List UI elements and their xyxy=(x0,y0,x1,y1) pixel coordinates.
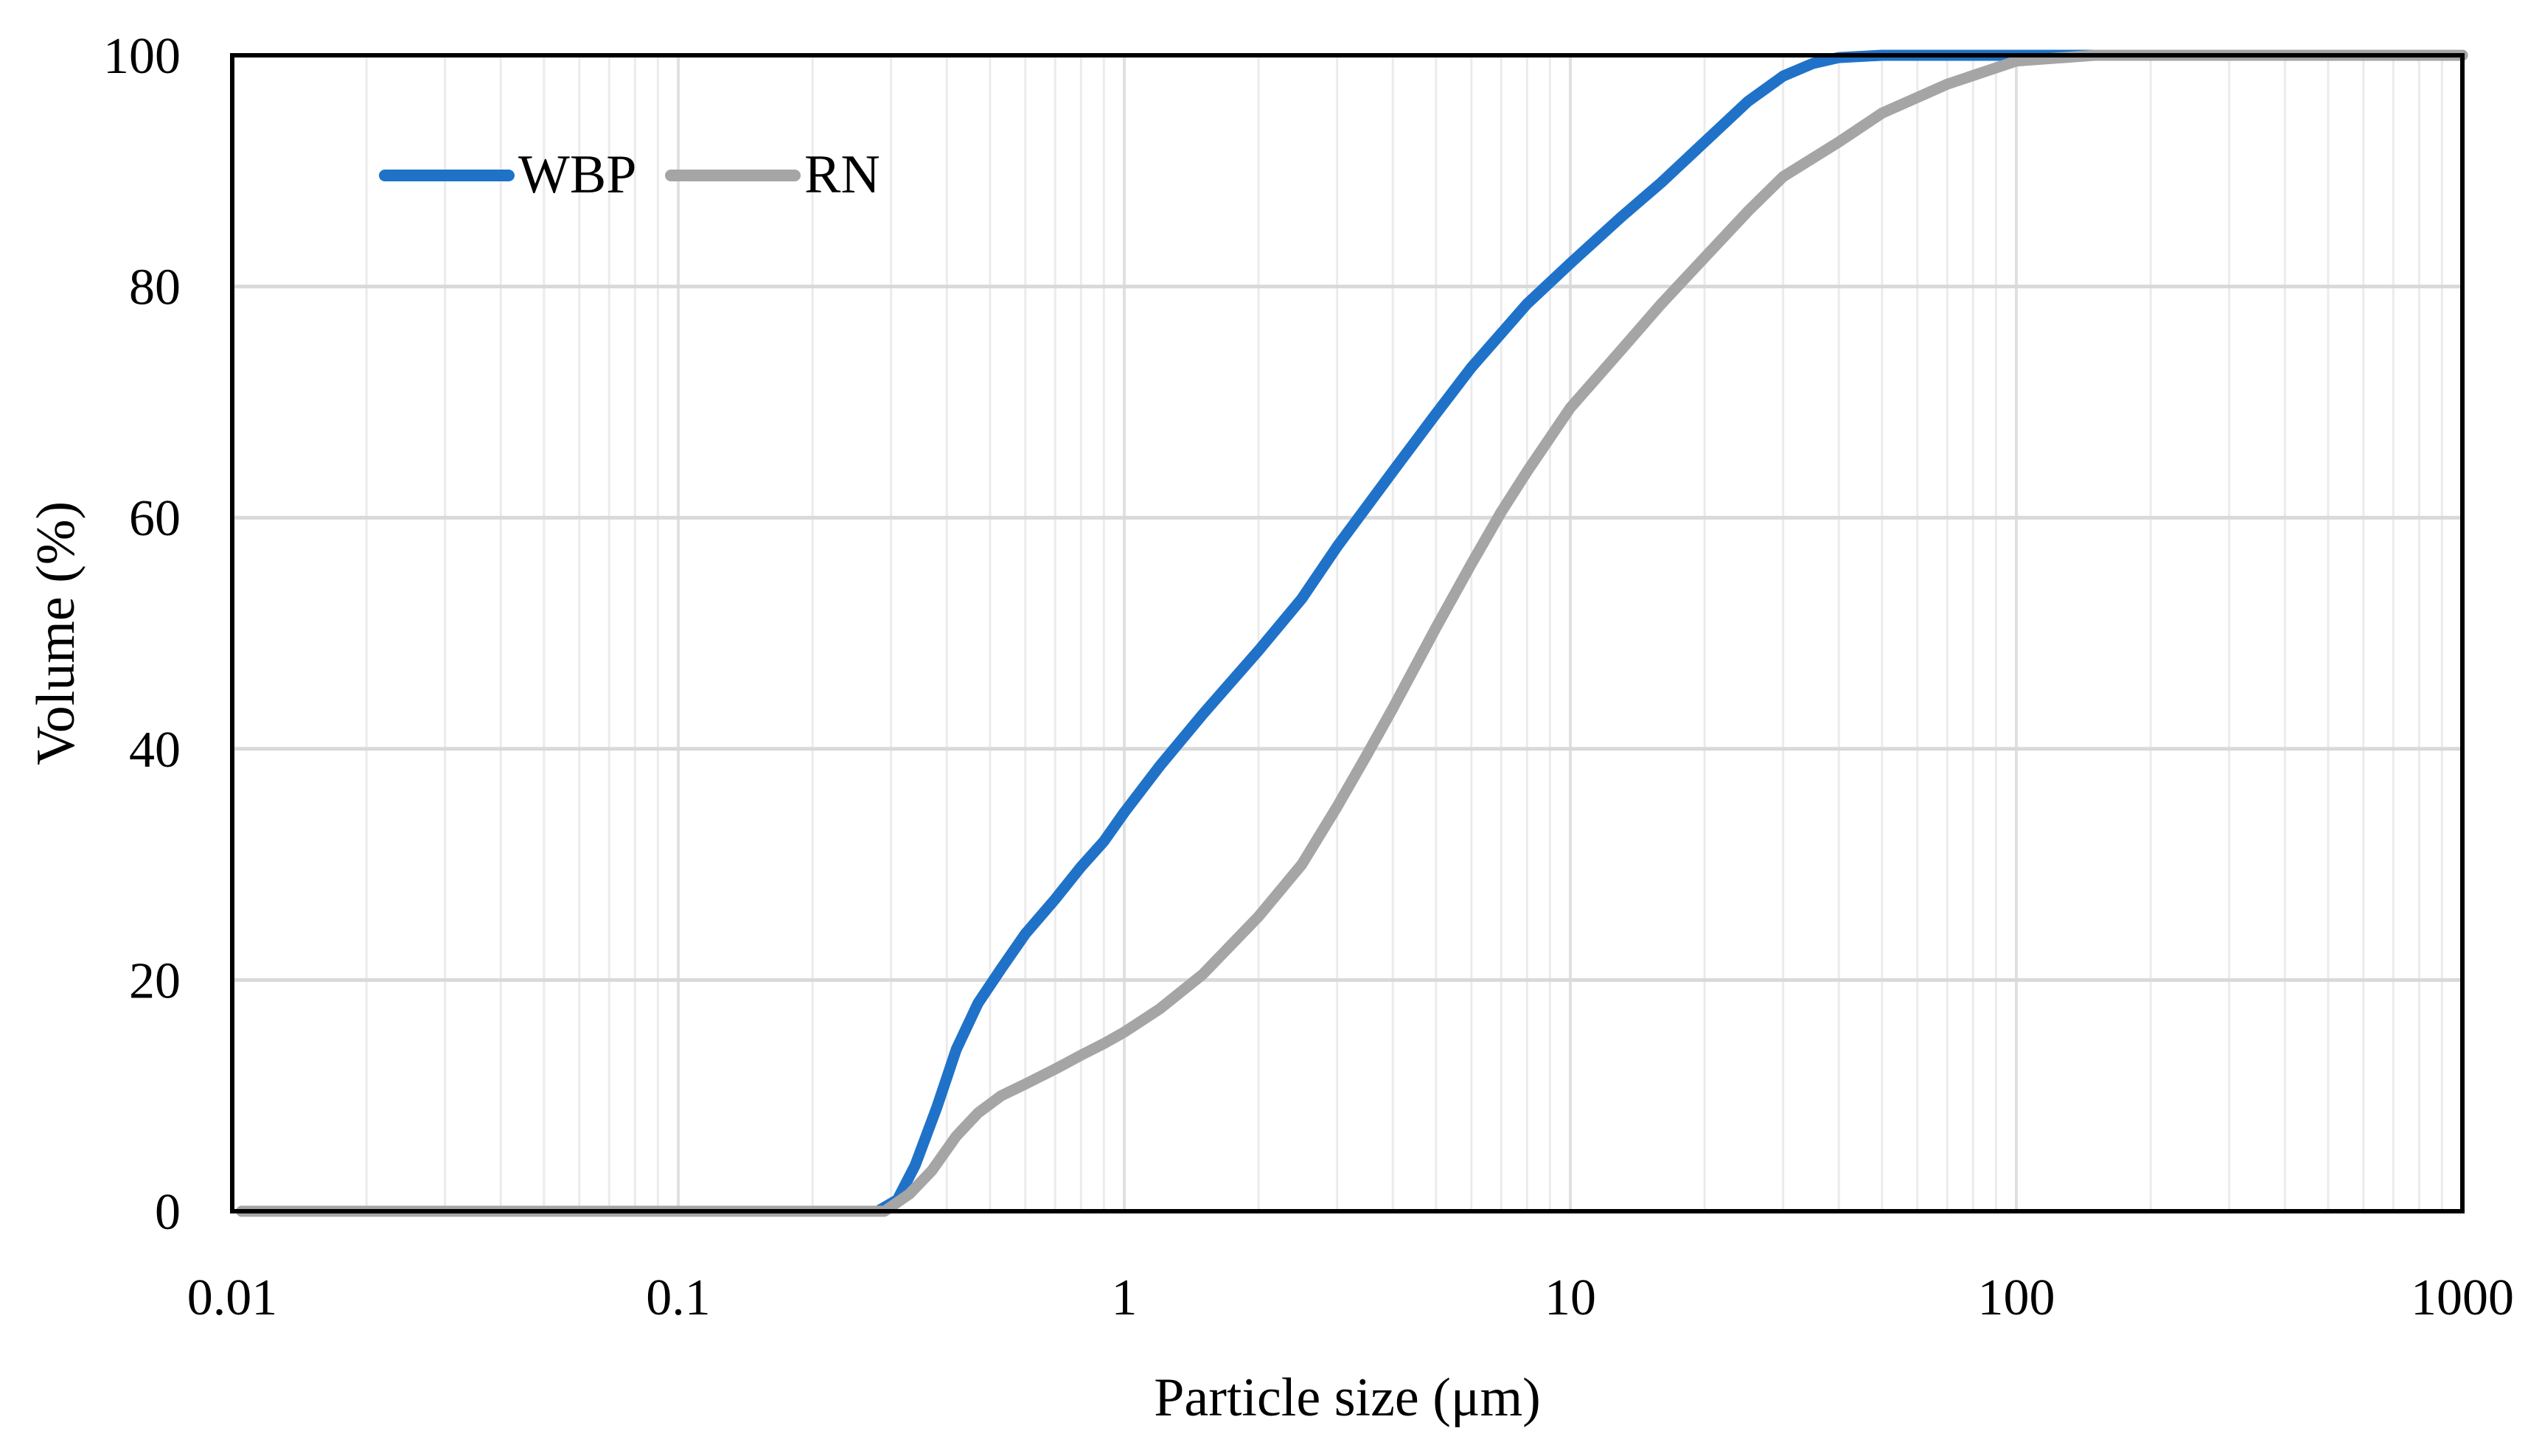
x-tick-label: 0.01 xyxy=(187,1269,278,1326)
x-axis-title: Particle size (μm) xyxy=(1154,1368,1541,1428)
y-tick-label: 100 xyxy=(103,28,181,85)
legend: WBP RN xyxy=(379,144,880,205)
series-line-rn xyxy=(236,49,2468,1217)
series-lines xyxy=(236,49,2468,1217)
series-line-wbp xyxy=(236,49,2468,1217)
legend-label-wbp: WBP xyxy=(518,144,636,205)
y-tick-label: 0 xyxy=(155,1184,181,1241)
plot-area-frame xyxy=(230,53,2465,1213)
x-tick-label: 1000 xyxy=(2411,1269,2514,1326)
y-axis-title: Volume (%) xyxy=(26,501,86,765)
x-tick-label: 100 xyxy=(1978,1269,2055,1326)
y-tick-label: 40 xyxy=(129,722,181,778)
x-tick-label: 1 xyxy=(1112,1269,1138,1326)
legend-label-rn: RN xyxy=(804,144,880,205)
y-tick-label: 80 xyxy=(129,259,181,316)
x-tick-label: 0.1 xyxy=(646,1269,711,1326)
x-axis-tick-labels: 0.01 0.1 1 10 100 1000 xyxy=(187,1269,2514,1326)
minor-gridlines xyxy=(365,55,2443,1211)
y-axis-tick-labels: 0 20 40 60 80 100 xyxy=(103,28,181,1241)
x-tick-label: 10 xyxy=(1545,1269,1596,1326)
y-tick-label: 20 xyxy=(129,952,181,1009)
major-gridlines xyxy=(231,53,2464,1213)
y-tick-label: 60 xyxy=(129,490,181,547)
